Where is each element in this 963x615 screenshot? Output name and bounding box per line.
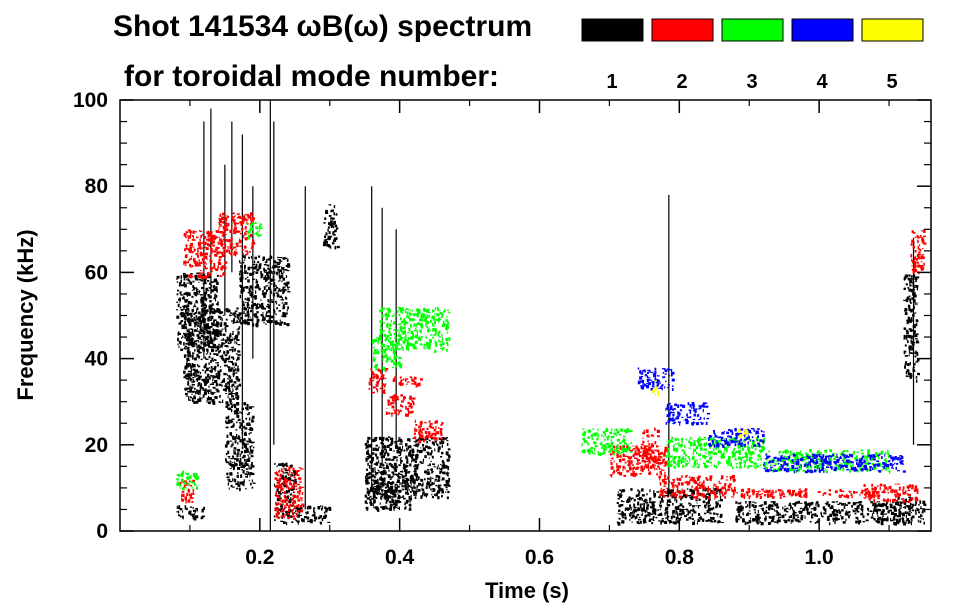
x-tick-label: 0.2 [245, 546, 274, 569]
series-mode-5 [651, 380, 749, 439]
mode-2-region-7 [413, 419, 444, 444]
mode-3-region-4 [665, 436, 767, 470]
y-tick-label: 20 [85, 434, 108, 457]
mode-1-region-3 [176, 505, 206, 521]
series-mode-2 [179, 212, 927, 520]
mode-2-region-1 [183, 229, 228, 280]
y-tick-label: 40 [85, 348, 108, 371]
mode-2-region-6 [385, 394, 416, 417]
legend: 1 2 3 4 5 [581, 18, 924, 93]
mode-1-region-12 [735, 500, 912, 526]
y-axis-label: Frequency (kHz) [13, 229, 38, 400]
mode-2-region-14 [910, 229, 927, 275]
mode-1-region-4 [224, 402, 256, 492]
legend-label-3: 3 [746, 71, 757, 93]
mode-4-region-2 [665, 401, 710, 426]
mode-1-region-2 [183, 307, 242, 405]
mode-2-region-11 [658, 475, 736, 500]
x-tick-label: 0.6 [525, 546, 554, 569]
y-tick-label: 0 [96, 520, 108, 543]
x-tick-label: 1.0 [805, 546, 834, 569]
mode-1-region-10 [364, 470, 417, 512]
legend-label-2: 2 [676, 71, 687, 93]
chart-title-line2: for toroidal mode number: [124, 60, 499, 93]
y-tick-label: 100 [73, 89, 108, 112]
mode-5-region-2 [737, 429, 749, 439]
legend-swatch-1 [581, 18, 644, 42]
legend-swatch-4 [791, 18, 854, 42]
mode-1-region-13 [896, 496, 927, 526]
mode-1-region-5 [239, 255, 291, 328]
x-tick-label: 0.8 [665, 546, 695, 569]
mode-2-region-4 [274, 466, 305, 520]
y-tick-label: 60 [85, 261, 108, 284]
mode-2-region-13 [861, 483, 919, 503]
mode-3-region-6 [176, 470, 200, 491]
x-tick-label: 0.4 [385, 546, 415, 569]
axes: 0.2 0.4 0.6 0.8 1.0 0 20 40 60 80 100 [73, 89, 931, 569]
mode-2-region-10 [609, 444, 668, 478]
mode-2-region-5 [368, 367, 389, 394]
mode-4-region-3 [707, 427, 765, 448]
legend-label-5: 5 [886, 71, 897, 93]
legend-swatch-2 [651, 18, 714, 42]
mode-3-region-2 [371, 337, 403, 371]
mode-3-region-3 [581, 427, 633, 456]
mode-1-region-14 [903, 274, 920, 383]
legend-label-4: 4 [816, 71, 828, 93]
mode-2-region-12 [736, 488, 878, 500]
mode-1-region-8 [322, 204, 340, 250]
x-axis-label: Time (s) [485, 578, 569, 603]
mode-3-region-7 [246, 221, 263, 240]
series-mode-3 [176, 221, 891, 491]
mode-5-region-1 [651, 380, 660, 397]
y-tick-label: 80 [85, 175, 108, 198]
legend-swatch-5 [861, 18, 924, 42]
mode-1-region-11 [616, 488, 724, 526]
mode-4-region-4 [763, 453, 906, 474]
mode-4-region-1 [637, 367, 675, 391]
mode-3-region-1 [378, 306, 451, 354]
legend-swatch-3 [721, 18, 784, 42]
mode-2-region-8 [392, 376, 423, 388]
spectrum-marks [176, 100, 927, 531]
legend-label-1: 1 [606, 71, 617, 93]
series-mode-4 [637, 367, 906, 474]
mode-1-region-6 [273, 505, 332, 526]
chart-title-line1: Shot 141534 ωB(ω) spectrum [113, 10, 532, 43]
mode-2-region-2 [218, 212, 256, 257]
series-mode-1 [176, 100, 927, 531]
